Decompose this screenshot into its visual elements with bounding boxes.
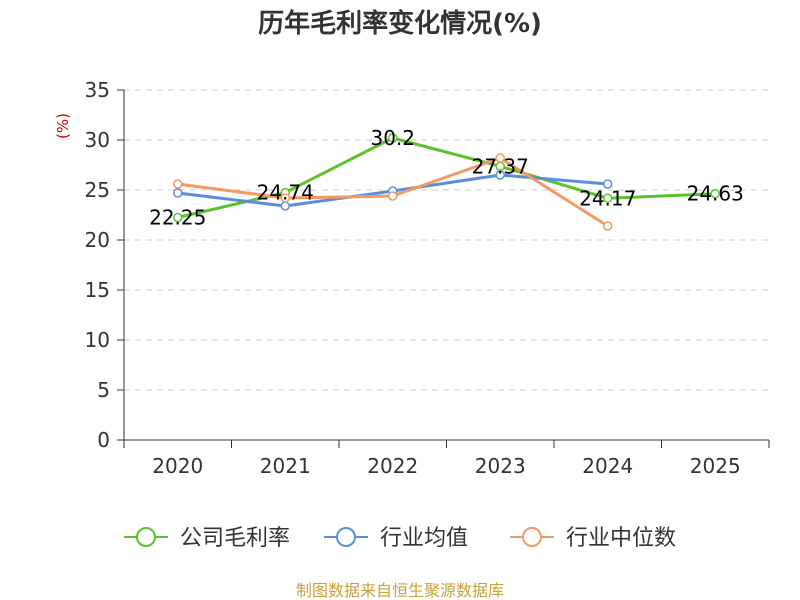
y-tick-label: 5 <box>97 378 110 402</box>
data-point <box>495 170 505 180</box>
data-point <box>388 191 398 201</box>
chart-title: 历年毛利率变化情况(%) <box>258 8 542 39</box>
legend-label-0: 公司毛利率 <box>180 526 290 551</box>
data-point <box>603 221 613 231</box>
y-axis-label: (%) <box>54 113 72 139</box>
data-point <box>280 193 290 203</box>
y-tick-label: 20 <box>85 228 110 252</box>
data-point <box>173 188 183 198</box>
legend-marker-0 <box>136 527 156 547</box>
y-tick-label: 30 <box>85 128 110 152</box>
series-lines <box>173 133 720 231</box>
data-label: 22.25 <box>149 206 206 230</box>
data-point <box>173 212 183 223</box>
y-tick-label: 0 <box>97 428 110 452</box>
data-labels: 22.25 24.74 30.2 27.37 24.17 24.63 <box>149 126 744 230</box>
y-tick-label: 25 <box>85 178 110 202</box>
data-point <box>388 133 398 143</box>
data-point <box>173 179 183 189</box>
legend-marker-2 <box>522 527 542 547</box>
x-tick-label: 2022 <box>367 454 418 478</box>
y-tick-label: 15 <box>85 278 110 302</box>
data-point <box>710 188 720 199</box>
y-tick-label: 10 <box>85 328 110 352</box>
legend: 公司毛利率 行业均值 行业中位数 <box>124 526 676 551</box>
data-point <box>603 193 613 204</box>
data-label: 27.37 <box>472 154 529 178</box>
y-tick-label: 35 <box>85 78 110 102</box>
data-label: 24.74 <box>257 181 314 205</box>
data-label: 30.2 <box>370 126 415 150</box>
legend-label-1: 行业均值 <box>380 526 468 551</box>
x-tick-label: 2025 <box>690 454 741 478</box>
source-note: 制图数据来自恒生聚源数据库 <box>296 581 504 600</box>
x-tick-label: 2020 <box>152 454 203 478</box>
legend-marker-1 <box>336 527 356 547</box>
x-tick-label: 2024 <box>582 454 633 478</box>
x-tick-label: 2023 <box>475 454 526 478</box>
data-label: 24.17 <box>579 186 636 210</box>
grid-lines <box>124 89 769 391</box>
data-point <box>603 179 613 189</box>
legend-label-2: 行业中位数 <box>566 526 676 551</box>
data-label: 24.63 <box>687 182 744 206</box>
x-tick-label: 2021 <box>260 454 311 478</box>
data-point <box>495 153 505 163</box>
